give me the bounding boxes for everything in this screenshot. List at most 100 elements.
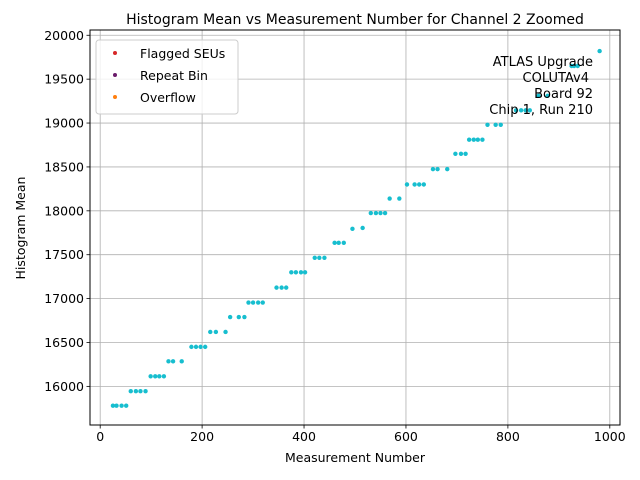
data-point <box>312 255 317 260</box>
data-point <box>336 240 341 246</box>
data-point <box>255 300 261 305</box>
data-point <box>166 359 171 364</box>
data-point <box>480 137 485 142</box>
legend-label-overflow: Overflow <box>140 90 196 105</box>
data-points <box>110 48 602 408</box>
data-point <box>128 389 133 394</box>
data-point <box>498 122 503 128</box>
data-point <box>242 314 247 320</box>
data-point <box>161 374 167 379</box>
data-point <box>387 196 392 201</box>
data-point <box>246 300 251 305</box>
data-point <box>119 403 124 408</box>
y-tick-label: 19500 <box>44 72 84 87</box>
data-point <box>302 270 308 275</box>
data-point <box>350 226 355 232</box>
data-point <box>463 151 468 156</box>
y-tick-label: 16500 <box>44 335 84 350</box>
legend-marker-flagged-seus <box>113 51 117 55</box>
data-point <box>227 314 233 320</box>
annotation-line-4: Chip 1, Run 210 <box>489 103 593 118</box>
data-point <box>202 344 208 350</box>
y-tick-label: 20000 <box>44 28 84 43</box>
data-point <box>317 255 322 260</box>
data-point <box>378 210 383 216</box>
data-point <box>143 389 148 394</box>
data-point <box>382 210 388 216</box>
data-point <box>373 210 379 216</box>
data-point <box>110 403 116 408</box>
data-point <box>223 329 228 335</box>
data-point <box>518 108 524 113</box>
annotation: ATLAS Upgrade COLUTAv4 Board 92 Chip 1, … <box>489 55 593 118</box>
data-point <box>368 210 373 216</box>
data-point <box>466 137 472 142</box>
data-point <box>453 151 458 156</box>
x-tick-label: 400 <box>292 429 316 444</box>
data-point <box>458 151 464 156</box>
x-axis-label: Measurement Number <box>285 450 426 465</box>
data-point <box>250 300 256 305</box>
data-point <box>341 240 346 246</box>
data-point <box>284 285 289 290</box>
annotation-line-3: Board 92 <box>534 87 593 102</box>
data-point <box>213 329 219 335</box>
data-point <box>332 240 337 246</box>
data-point <box>274 285 279 290</box>
data-point <box>123 403 129 408</box>
data-point <box>523 108 528 113</box>
y-tick-label: 17500 <box>44 247 84 262</box>
data-point <box>430 166 436 172</box>
data-point <box>260 300 265 305</box>
chart-title: Histogram Mean vs Measurement Number for… <box>126 12 584 28</box>
data-point <box>298 270 304 275</box>
data-point <box>138 389 143 394</box>
data-point <box>417 182 422 187</box>
data-point <box>153 374 158 379</box>
y-tick-label: 17000 <box>44 291 84 306</box>
data-point <box>571 63 577 69</box>
x-tick-label: 1000 <box>594 429 626 444</box>
data-point <box>322 255 327 260</box>
legend-label-repeat-bin: Repeat Bin <box>140 68 208 83</box>
data-point <box>485 122 490 128</box>
y-axis-label: Histogram Mean <box>13 177 28 280</box>
x-tick-label: 800 <box>496 429 520 444</box>
data-point <box>179 359 184 364</box>
data-point <box>575 63 580 69</box>
data-point <box>397 196 402 201</box>
data-point <box>157 374 162 379</box>
plot-frame <box>89 29 621 426</box>
data-point <box>293 270 299 275</box>
x-axis-ticks: 0 200 400 600 800 1000 <box>96 425 626 444</box>
data-point <box>471 137 476 142</box>
data-point <box>597 48 602 54</box>
legend: Flagged SEUs Repeat Bin Overflow <box>95 39 239 115</box>
data-point <box>170 359 176 364</box>
data-point <box>133 389 139 394</box>
data-point <box>412 182 417 187</box>
data-point <box>493 122 498 128</box>
data-point <box>198 344 203 350</box>
y-tick-label: 19000 <box>44 116 84 131</box>
data-point <box>189 344 194 350</box>
legend-box <box>95 39 239 115</box>
data-point <box>404 182 410 187</box>
grid <box>90 30 620 425</box>
x-tick-label: 200 <box>190 429 214 444</box>
data-point <box>193 344 199 350</box>
x-tick-label: 600 <box>394 429 418 444</box>
y-tick-label: 18000 <box>44 203 84 218</box>
data-point <box>513 108 519 113</box>
data-point <box>148 374 153 379</box>
legend-marker-overflow <box>113 95 117 99</box>
x-tick-label: 0 <box>96 429 104 444</box>
data-point <box>114 403 119 408</box>
data-point <box>445 166 450 172</box>
data-point <box>289 270 294 275</box>
legend-label-flagged-seus: Flagged SEUs <box>140 46 225 61</box>
annotation-line-2: COLUTAv4 <box>523 71 589 86</box>
data-point <box>236 314 242 320</box>
annotation-line-1: ATLAS Upgrade <box>493 55 593 70</box>
data-point <box>527 108 532 113</box>
